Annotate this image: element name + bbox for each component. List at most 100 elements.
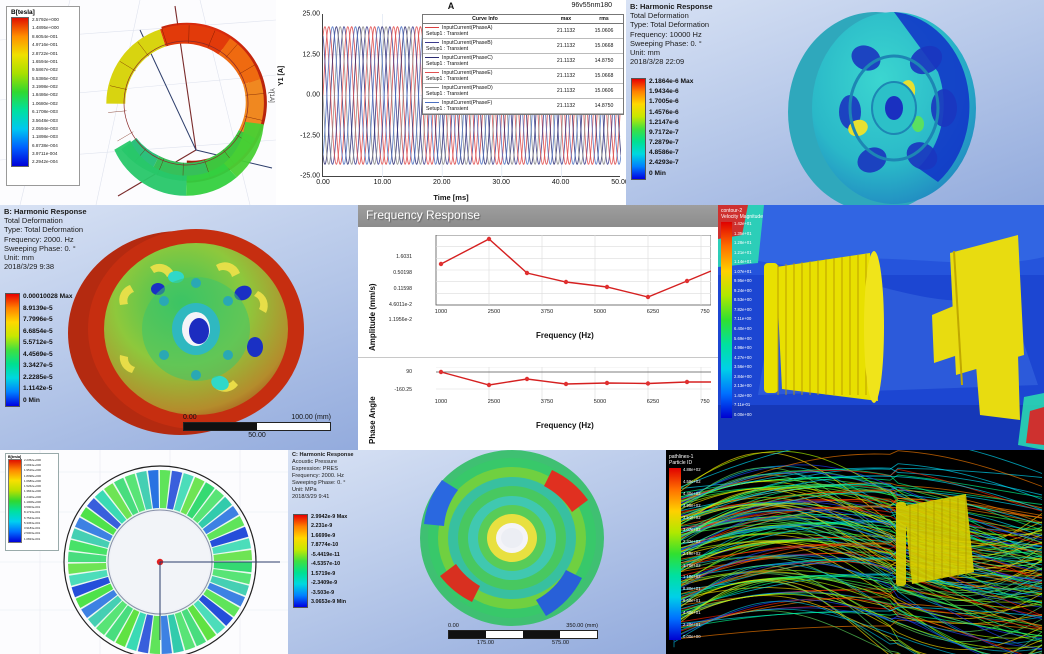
- pathline: [673, 567, 1043, 592]
- harmonic-10000-legend: 2.1864e-6 Max 1.9434e-6 1.7005e-6 1.4576e-6…: [631, 78, 693, 180]
- flux-2d-legend-title: B[tesla]: [8, 455, 22, 459]
- header-line-date: 2018/3/29 9:38: [4, 262, 55, 272]
- velocity-colorbar: [721, 222, 732, 418]
- legend-level: 4.40e+02: [683, 490, 701, 496]
- panel-harmonic-2000hz: B: Harmonic Response Total Deformation T…: [0, 205, 358, 450]
- legend-level: 9.5867e-002: [32, 67, 58, 73]
- legend-curve-name: InputCurrent(PhaseE) Setup1 : Transient: [423, 68, 547, 84]
- header-line-title: B: Harmonic Response: [630, 2, 713, 11]
- legend-rms: 15.0668: [585, 68, 623, 84]
- legend-level: 1.35e+01: [734, 230, 752, 236]
- stator-tooth: [203, 589, 240, 617]
- chart-tab-label[interactable]: 96v55nm180: [571, 2, 612, 9]
- stator-tooth: [87, 498, 122, 530]
- pathline: [673, 474, 1043, 566]
- header-line: Sweeping Phase: 0. °: [4, 243, 76, 253]
- legend-level: 3.51e+02: [683, 514, 701, 520]
- pathline: [673, 468, 1043, 512]
- pathline: [673, 508, 1043, 572]
- legend-level: 2.5003e-001: [24, 531, 41, 536]
- header-line: Type: Total Deformation: [4, 225, 84, 235]
- amp-x-tick: 3750: [540, 309, 554, 315]
- legend-level: 9.7172e-7: [649, 128, 679, 136]
- stator-tooth: [124, 473, 146, 513]
- legend-level: 2.19e+02: [683, 550, 701, 556]
- flux-colorbar: [11, 17, 29, 167]
- y-tick: -12.50: [300, 132, 320, 139]
- legend-level: 2.5792e+000: [32, 17, 59, 22]
- legend-level: 7.82e+00: [734, 306, 752, 312]
- header-line: Frequency: 2000. Hz: [292, 473, 344, 479]
- legend-level: 1.42e+01: [734, 221, 752, 226]
- chart-y-axis-label: Y1 [A]: [278, 65, 285, 86]
- legend-level: 5.5712e-5: [23, 339, 53, 346]
- stator-tooth: [75, 517, 113, 542]
- deformation-colorbar: [631, 78, 646, 180]
- legend-level: 3.0653e-9 Min: [311, 599, 347, 606]
- legend-level: 1.0823e-001: [24, 536, 41, 541]
- header-line-date: 2018/3/28 22:09: [630, 57, 685, 67]
- legend-level: 6.6854e-5: [23, 327, 53, 335]
- scale-mid-left: 175.00: [476, 640, 495, 646]
- amp-x-tick: 5000: [593, 309, 607, 315]
- pathline: [673, 554, 1043, 590]
- pathlines-legend-title-1: pathlines-1: [669, 454, 694, 460]
- legend-row: InputCurrent(PhaseF) Setup1 : Transient 21…: [423, 98, 623, 114]
- x-tick: 40.00: [551, 179, 570, 186]
- header-line: Type: Total Deformation: [630, 20, 710, 30]
- stator-tooth: [104, 483, 133, 520]
- legend-level: 0 Min: [23, 396, 40, 404]
- legend-rms: 15.0606: [585, 23, 623, 39]
- pathline: [673, 543, 1043, 586]
- pathline: [673, 575, 1043, 642]
- legend-row: InputCurrent(PhaseC) Setup1 : Transient 21…: [423, 53, 623, 69]
- legend-level: 2.9942e-9 Max: [311, 514, 348, 520]
- acoustic-rings: [420, 450, 604, 626]
- legend-level: -4.5357e-10: [311, 561, 341, 568]
- stator-tooth: [88, 595, 122, 628]
- panel-frequency-response: Frequency Response Amplitude (mm/s) Freq…: [358, 205, 718, 450]
- legend-max: 21.1132: [547, 23, 585, 39]
- flux-legend-title: B[tesla]: [11, 9, 35, 16]
- legend-level: 9.95e+00: [734, 278, 752, 284]
- legend-level: 0.00010028 Max: [23, 293, 73, 300]
- harmonic-2000-legend: 0.00010028 Max 8.9139e-5 7.7996e-5 6.6854e-…: [5, 293, 73, 407]
- stator-tooth: [69, 570, 108, 586]
- stator-tooth: [210, 576, 249, 596]
- pathline: [673, 506, 1043, 553]
- amp-x-tick: 6250: [646, 309, 660, 315]
- legend-level: 4.4569e-5: [23, 350, 53, 358]
- legend-level: 3.56e+00: [734, 364, 752, 370]
- x-tick: 0.00: [316, 179, 330, 186]
- amp-x-tick: 750: [700, 309, 710, 315]
- legend-level: 1.8486e-002: [32, 92, 58, 98]
- panel-acoustic-pressure: C: Harmonic Response Acoustic Pressure E…: [288, 450, 666, 654]
- pathline: [673, 581, 1043, 654]
- amplitude-plot: [435, 235, 711, 306]
- stator-tooth: [213, 562, 252, 573]
- header-line: Total Deformation: [630, 11, 689, 21]
- pathline: [673, 489, 1043, 520]
- pathline: [673, 558, 1043, 601]
- pathline: [673, 504, 1043, 558]
- stator-tooth: [198, 496, 232, 529]
- legend-level: 3.07e+02: [683, 526, 701, 532]
- legend-level: 2.13e+00: [734, 383, 752, 389]
- phase-x-tick: 3750: [540, 399, 554, 405]
- legend-level: 3.5648e-003: [32, 117, 58, 123]
- phase-x-tick: 2500: [487, 399, 501, 405]
- stator-tooth: [68, 563, 107, 574]
- legend-level: 7.8774e-10: [311, 542, 339, 549]
- panel-flux-2d: B[tesla] 2.2352e+000 2.0934e+000 1.9516e+0…: [0, 450, 288, 654]
- panel-magnetic-flux-3d: B[tesla] 2.5792e+000 1.4895e+000 8.6054e-0…: [0, 0, 276, 205]
- stator-tooth: [206, 516, 245, 541]
- pathline: [673, 488, 1043, 548]
- legend-level: 1.4895e+000: [32, 25, 59, 31]
- window-titlebar[interactable]: Frequency Response: [358, 205, 718, 227]
- legend-level: 1.28e+01: [734, 240, 752, 246]
- stator-tooth: [161, 615, 172, 654]
- legend-level: 1.5262e+000: [24, 484, 41, 489]
- pathline: [673, 597, 1023, 654]
- flux-legend-labels: 2.5792e+000 1.4895e+000 8.6054e-001 4.9716e…: [32, 17, 59, 165]
